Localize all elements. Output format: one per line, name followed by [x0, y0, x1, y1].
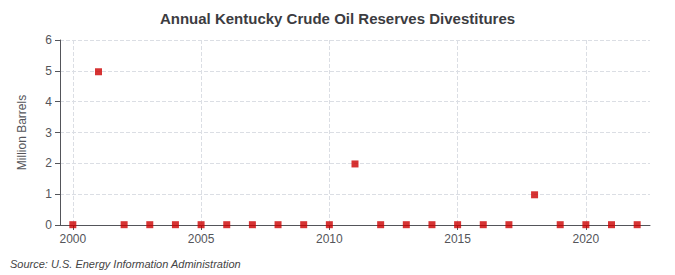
- svg-text:2000: 2000: [59, 232, 86, 246]
- svg-text:2005: 2005: [188, 232, 215, 246]
- svg-text:2: 2: [45, 156, 52, 170]
- svg-text:6: 6: [45, 33, 52, 47]
- svg-text:0: 0: [45, 218, 52, 232]
- svg-text:Source: U.S. Energy Informatio: Source: U.S. Energy Information Administ…: [10, 258, 241, 270]
- svg-text:1: 1: [45, 187, 52, 201]
- svg-text:2010: 2010: [316, 232, 343, 246]
- svg-text:Annual Kentucky Crude Oil Rese: Annual Kentucky Crude Oil Reserves Dives…: [160, 10, 515, 27]
- svg-text:Million Barrels: Million Barrels: [15, 95, 29, 170]
- svg-text:4: 4: [45, 95, 52, 109]
- svg-text:2020: 2020: [573, 232, 600, 246]
- svg-text:3: 3: [45, 126, 52, 140]
- svg-text:2015: 2015: [444, 232, 471, 246]
- svg-text:5: 5: [45, 64, 52, 78]
